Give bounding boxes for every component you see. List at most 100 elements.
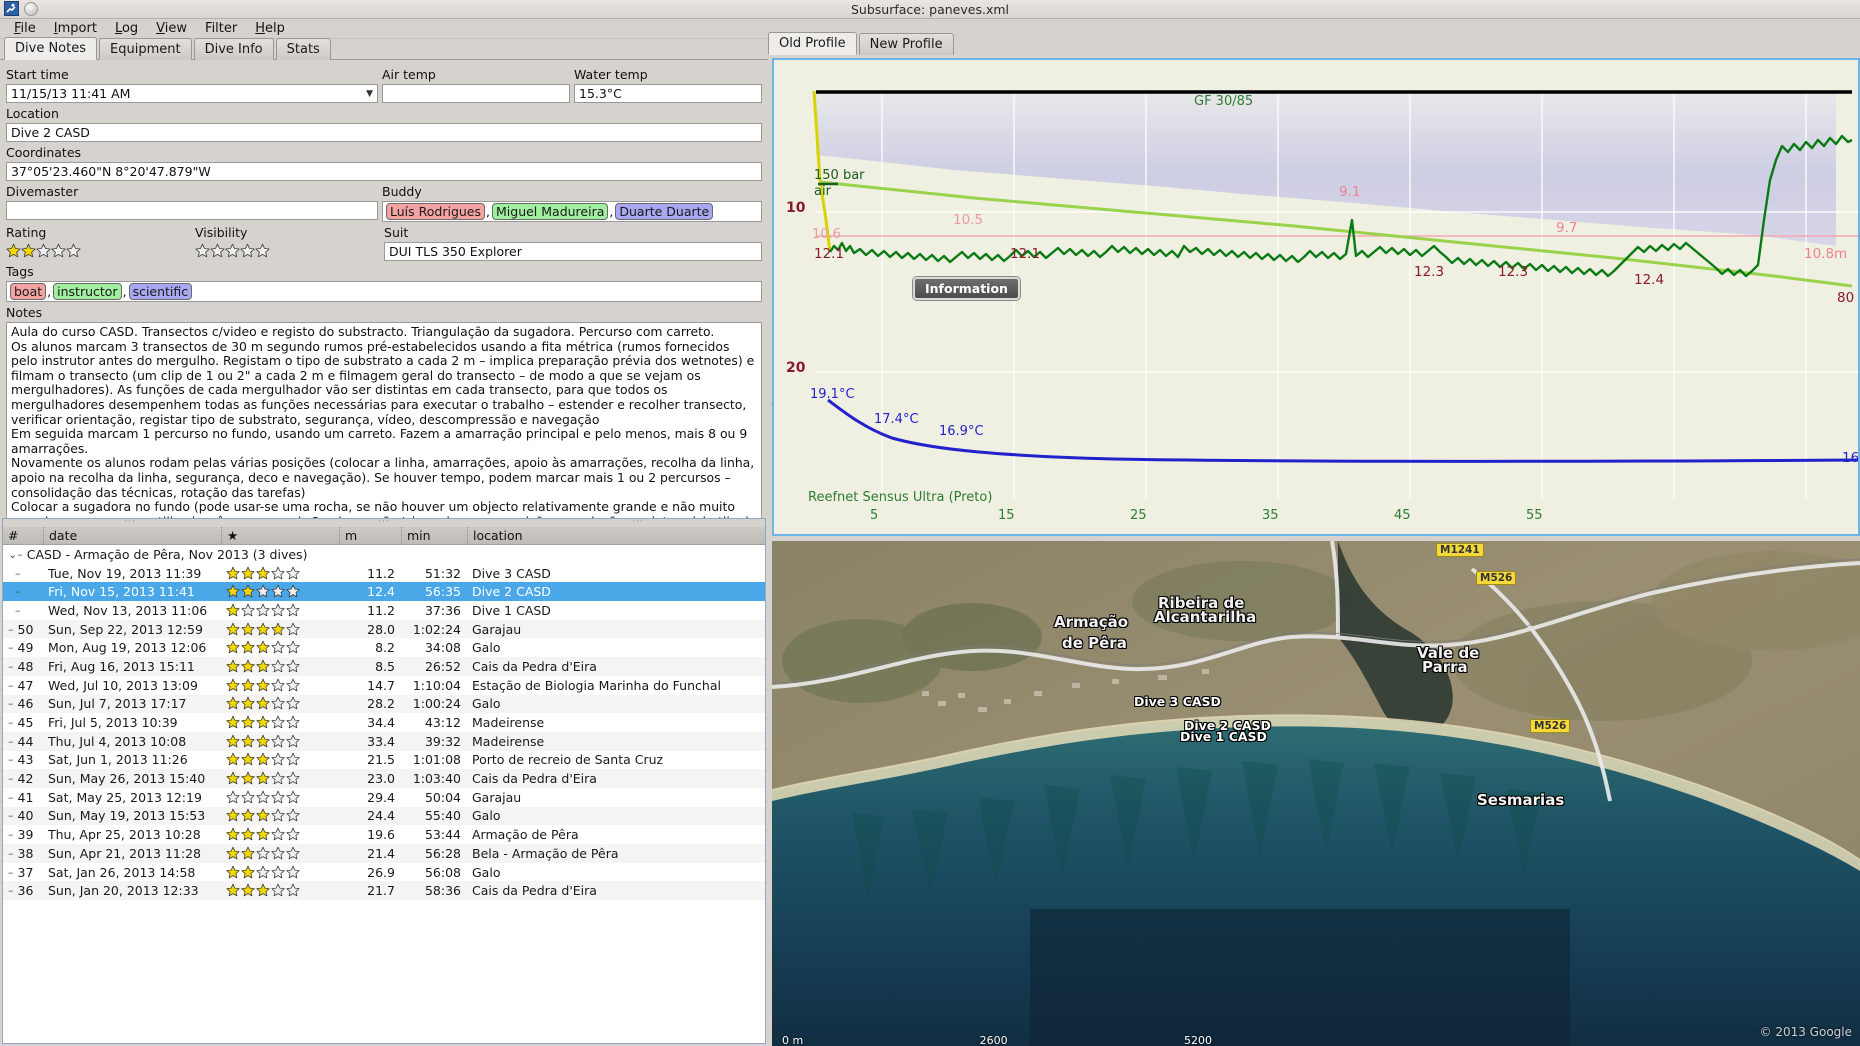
table-row[interactable]: –37 Sat, Jan 26, 2013 14:58 26.9 56:08 Galo <box>3 863 765 882</box>
location-input[interactable]: Dive 2 CASD <box>6 123 762 142</box>
cell-duration: 56:28 <box>424 845 461 861</box>
grip-dots-2[interactable]: ··· <box>378 518 390 527</box>
visibility-stars[interactable] <box>195 242 380 258</box>
table-row[interactable]: –46 Sun, Jul 7, 2013 17:17 28.2 1:00:24 Galo <box>3 694 765 714</box>
table-row[interactable]: –47 Wed, Jul 10, 2013 13:09 14.7 1:10:04 Est… <box>3 676 765 695</box>
tab-stats[interactable]: Stats <box>275 38 331 60</box>
row-star <box>226 883 241 898</box>
suit-input[interactable]: DUI TLS 350 Explorer <box>384 242 763 261</box>
star-5[interactable] <box>255 243 270 258</box>
table-row[interactable]: – Fri, Nov 15, 2013 11:41 12.4 56:35 Dive 2 … <box>3 582 765 602</box>
profile-tabbar[interactable]: Old Profile New Profile <box>768 32 1860 55</box>
map-place-label: Alcantarilha <box>1154 608 1257 626</box>
menu-log[interactable]: Log <box>114 21 139 36</box>
tree-branch-icon: – <box>8 753 14 767</box>
table-row[interactable]: –45 Fri, Jul 5, 2013 10:39 34.4 43:12 Madeir… <box>3 713 765 732</box>
cell-duration: 1:10:04 <box>412 677 461 693</box>
dive-detail-tabbar[interactable]: Dive Notes Equipment Dive Info Stats <box>0 37 768 60</box>
star-2[interactable] <box>210 243 225 258</box>
water-temp-input[interactable]: 15.3°C <box>574 84 762 103</box>
menu-help[interactable]: Help <box>255 21 285 36</box>
star-4[interactable] <box>240 243 255 258</box>
table-row[interactable]: –43 Sat, Jun 1, 2013 11:26 21.5 1:01:08 Port… <box>3 751 765 770</box>
row-star <box>271 659 286 674</box>
menu-file[interactable]: File <box>14 21 36 36</box>
menu-view[interactable]: View <box>156 21 188 36</box>
tab-new-profile[interactable]: New Profile <box>858 33 954 55</box>
cell-number: –40 <box>8 808 34 824</box>
map-dive-label[interactable]: Dive 3 CASD <box>1134 694 1221 709</box>
dive-site-map[interactable]: Armação de Pêra Ribeira de Alcantarilha Vale… <box>772 541 1860 1046</box>
star-5[interactable] <box>66 243 81 258</box>
column-header-date[interactable]: date <box>43 527 221 544</box>
tree-branch-icon: – <box>8 603 21 617</box>
chevron-down-icon[interactable]: ▼ <box>366 88 373 99</box>
buddy-chip[interactable]: Miguel Madureira <box>492 203 609 220</box>
grip-dots-1[interactable]: ··· <box>124 518 136 527</box>
tab-dive-info[interactable]: Dive Info <box>193 38 274 60</box>
table-row[interactable]: – Tue, Nov 19, 2013 11:39 11.2 51:32 Dive 3 … <box>3 564 765 583</box>
tab-old-profile[interactable]: Old Profile <box>768 32 857 55</box>
dive-list-body[interactable]: ⌄– CASD - Armação de Pêra, Nov 2013 (3 di… <box>3 545 765 901</box>
coordinates-input[interactable]: 37°05'23.460"N 8°20'47.879"W <box>6 162 762 181</box>
cell-duration: 53:44 <box>424 827 461 843</box>
table-row[interactable]: –40 Sun, May 19, 2013 15:53 24.4 55:40 Galo <box>3 806 765 826</box>
buddy-chip[interactable]: Duarte Duarte <box>615 203 714 220</box>
cell-duration: 1:00:24 <box>412 696 461 712</box>
cell-rating <box>221 713 339 732</box>
star-2[interactable] <box>21 243 36 258</box>
table-row[interactable]: –49 Mon, Aug 19, 2013 12:06 8.2 34:08 Galo <box>3 638 765 657</box>
dive-profile-chart[interactable]: GF 30/85 150 bar air 10 20 10.6 12.1 10.… <box>772 58 1860 536</box>
tag-chip[interactable]: instructor <box>53 283 122 300</box>
star-3[interactable] <box>36 243 51 258</box>
dive-list[interactable]: ··· ··· ··· # date ★ m min location ⌄– CA… <box>2 518 766 1044</box>
dive-list-grip[interactable]: ··· ··· ··· <box>3 519 765 527</box>
map-dive-label[interactable]: Dive 2 CASD <box>1184 718 1271 733</box>
row-star <box>241 659 256 674</box>
table-row[interactable]: –36 Sun, Jan 20, 2013 12:33 21.7 58:36 Cais … <box>3 881 765 901</box>
row-star <box>271 622 286 637</box>
dive-list-header[interactable]: # date ★ m min location <box>3 527 765 545</box>
star-4[interactable] <box>51 243 66 258</box>
table-row[interactable]: – Wed, Nov 13, 2013 11:06 11.2 37:36 Dive 1 … <box>3 601 765 620</box>
menu-import[interactable]: Import <box>53 21 97 36</box>
column-header-location[interactable]: location <box>467 527 765 544</box>
menu-filter[interactable]: Filter <box>205 21 238 36</box>
tags-input[interactable]: boat, instructor, scientific <box>6 281 762 302</box>
notes-textarea[interactable]: Aula do curso CASD. Transectos c/video e… <box>6 322 762 550</box>
information-button[interactable]: Information <box>913 277 1020 300</box>
cell-depth: 21.7 <box>367 883 395 899</box>
row-star <box>256 696 271 711</box>
table-row[interactable]: –50 Sun, Sep 22, 2013 12:59 28.0 1:02:24 Gar… <box>3 619 765 639</box>
table-row[interactable]: –42 Sun, May 26, 2013 15:40 23.0 1:03:40 Cai… <box>3 769 765 788</box>
divemaster-input[interactable] <box>6 201 378 220</box>
map-dive-label[interactable]: Dive 1 CASD <box>1180 729 1267 744</box>
column-header-number[interactable]: # <box>8 528 19 543</box>
star-3[interactable] <box>225 243 240 258</box>
tab-dive-notes[interactable]: Dive Notes <box>4 37 97 60</box>
cell-rating <box>221 601 339 620</box>
air-temp-input[interactable] <box>382 84 570 103</box>
grip-dots-3[interactable]: ··· <box>632 518 644 527</box>
table-row[interactable]: –44 Thu, Jul 4, 2013 10:08 33.4 39:32 Madeir… <box>3 731 765 751</box>
buddy-input[interactable]: Luís Rodrigues, Miguel Madureira, Duarte D… <box>382 201 762 222</box>
star-1[interactable] <box>195 243 210 258</box>
table-row[interactable]: –38 Sun, Apr 21, 2013 11:28 21.4 56:28 Bela … <box>3 844 765 863</box>
expand-collapse-icon[interactable]: ⌄– <box>8 547 23 561</box>
tag-chip[interactable]: scientific <box>128 283 193 300</box>
rating-stars[interactable] <box>6 242 191 258</box>
table-row[interactable]: –48 Fri, Aug 16, 2013 15:11 8.5 26:52 Cais d… <box>3 657 765 676</box>
start-time-input[interactable]: 11/15/13 11:41 AM ▼ <box>6 84 378 103</box>
column-header-rating[interactable]: ★ <box>221 527 339 544</box>
star-1[interactable] <box>6 243 21 258</box>
column-header-depth[interactable]: m <box>339 527 401 544</box>
column-header-duration[interactable]: min <box>401 527 467 544</box>
tag-chip[interactable]: boat <box>10 283 47 300</box>
cell-date: Fri, Aug 16, 2013 15:11 <box>48 658 195 674</box>
tab-equipment[interactable]: Equipment <box>99 38 192 60</box>
buddy-chip[interactable]: Luís Rodrigues <box>386 203 486 220</box>
vertical-splitter[interactable] <box>768 33 773 1046</box>
dive-group-row[interactable]: ⌄– CASD - Armação de Pêra, Nov 2013 (3 di… <box>3 545 765 564</box>
table-row[interactable]: –39 Thu, Apr 25, 2013 10:28 19.6 53:44 Armaç… <box>3 825 765 844</box>
table-row[interactable]: –41 Sat, May 25, 2013 12:19 29.4 50:04 Garaj… <box>3 788 765 807</box>
